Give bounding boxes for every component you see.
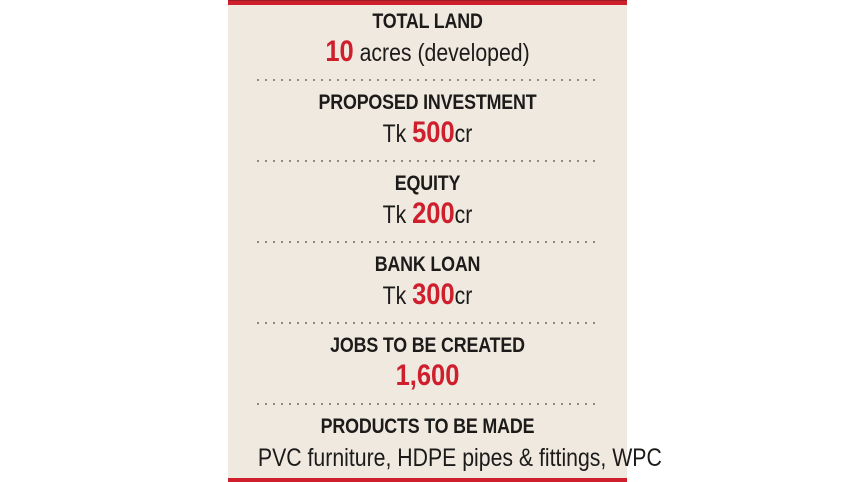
stat-value-number: 200 (412, 196, 455, 230)
dotted-divider (256, 402, 599, 405)
dotted-divider (256, 159, 599, 162)
stat-value-number: 500 (412, 115, 455, 149)
fact-box-content: TOTAL LAND 10 acres (developed) PROPOSED… (228, 5, 662, 478)
dotted-divider (256, 240, 599, 243)
stat-value-prefix: Tk (382, 281, 413, 310)
stat-value-suffix: cr (454, 119, 473, 148)
stat-value-number: 300 (412, 277, 455, 311)
stat-heading: PROPOSED INVESTMENT (318, 90, 537, 114)
stat-heading: PRODUCTS TO BE MADE (320, 414, 535, 438)
stat-section-equity: EQUITY Tk 200cr (228, 171, 627, 232)
dotted-divider (256, 321, 599, 324)
stat-value-prefix: Tk (382, 200, 413, 229)
stat-value: PVC furniture, HDPE pipes & fittings, WP… (258, 440, 662, 475)
stat-section-jobs: JOBS TO BE CREATED 1,600 (228, 333, 627, 394)
stat-heading: BANK LOAN (374, 252, 481, 276)
stat-section-products: PRODUCTS TO BE MADE PVC furniture, HDPE … (228, 414, 662, 475)
stat-value: Tk 500cr (258, 116, 597, 151)
bottom-red-bar (228, 478, 627, 482)
dotted-divider (256, 78, 599, 81)
stat-value-prefix: Tk (382, 119, 413, 148)
stat-value-suffix: cr (454, 200, 473, 229)
stat-value-number: 10 (325, 34, 354, 68)
stat-value: Tk 300cr (258, 278, 597, 313)
stat-value-number: 1,600 (395, 358, 460, 392)
stat-section-proposed-investment: PROPOSED INVESTMENT Tk 500cr (228, 90, 627, 151)
stat-heading: EQUITY (394, 171, 461, 195)
stat-heading: TOTAL LAND (372, 9, 483, 33)
stat-value: Tk 200cr (258, 197, 597, 232)
stat-value-suffix: cr (454, 281, 473, 310)
stat-section-total-land: TOTAL LAND 10 acres (developed) (228, 9, 627, 70)
stat-section-bank-loan: BANK LOAN Tk 300cr (228, 252, 627, 313)
fact-box-panel: TOTAL LAND 10 acres (developed) PROPOSED… (228, 0, 662, 482)
stat-value-suffix: PVC furniture, HDPE pipes & fittings, WP… (257, 443, 662, 472)
stat-value: 10 acres (developed) (258, 35, 597, 70)
stat-value: 1,600 (258, 359, 597, 394)
top-red-bar (228, 0, 627, 5)
stat-heading: JOBS TO BE CREATED (330, 333, 525, 357)
stat-value-suffix: acres (developed) (353, 38, 530, 67)
